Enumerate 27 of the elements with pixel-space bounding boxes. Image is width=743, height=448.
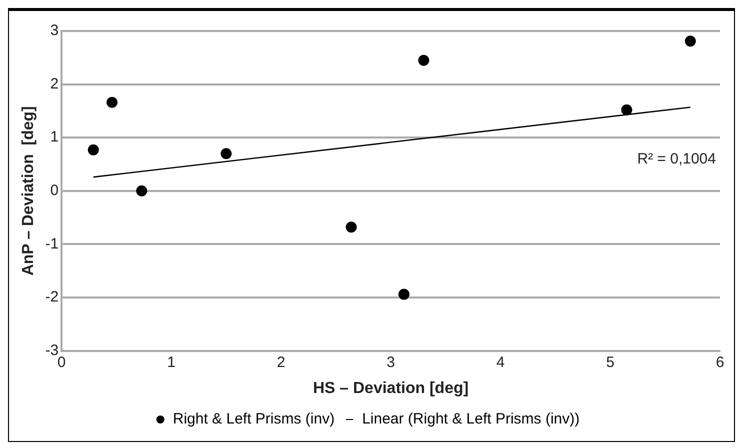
y-tick-label: 0 [50, 182, 59, 200]
point [88, 144, 99, 156]
x-tick-label: 1 [167, 354, 176, 371]
y-tick-label: 2 [50, 75, 59, 92]
x-tick-label: 5 [606, 354, 614, 371]
y-tick-label: -2 [45, 288, 59, 306]
y-tick-label: 1 [50, 128, 59, 146]
x-tick-label: 3 [386, 354, 395, 371]
x-axis-title: HS – Deviation [deg] [312, 380, 469, 397]
point [621, 104, 632, 116]
annotation: R² = 0,1004 [637, 150, 716, 168]
point [398, 288, 410, 300]
y-tick-label: -3 [45, 342, 59, 359]
legend-label: Right & Left Prisms (inv) [172, 410, 335, 428]
y-tick-label: 3 [50, 22, 59, 40]
x-tick-label: 6 [716, 354, 724, 371]
y-axis-title: AnP – Deviation [deg] [20, 106, 38, 276]
x-tick-label: 4 [496, 354, 505, 371]
point [418, 54, 430, 66]
point [220, 148, 232, 160]
point [136, 185, 148, 196]
point [106, 96, 118, 108]
point [684, 36, 696, 47]
y-tick-label: -1 [45, 235, 59, 252]
point [346, 222, 357, 233]
x-tick-label: 2 [276, 354, 286, 371]
legend-label: Linear (Right & Left Prisms (inv)) [362, 410, 580, 428]
